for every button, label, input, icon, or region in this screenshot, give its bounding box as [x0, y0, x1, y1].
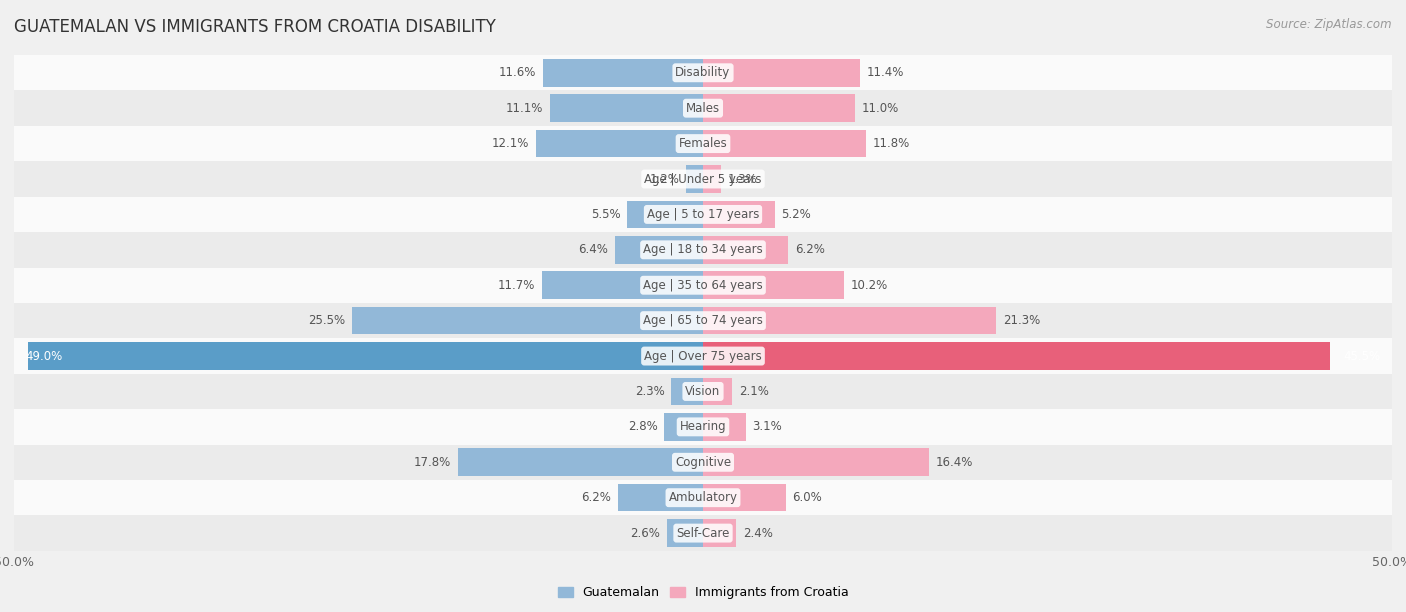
Text: Age | Over 75 years: Age | Over 75 years: [644, 349, 762, 362]
Bar: [703, 378, 733, 405]
Text: 21.3%: 21.3%: [1004, 314, 1040, 327]
Text: 6.2%: 6.2%: [796, 244, 825, 256]
Bar: [703, 94, 855, 122]
Bar: [28, 342, 703, 370]
Bar: [627, 201, 703, 228]
Bar: [703, 413, 745, 441]
Bar: [14, 409, 1392, 444]
Text: Age | 35 to 64 years: Age | 35 to 64 years: [643, 278, 763, 292]
Bar: [14, 91, 1392, 126]
Text: 1.3%: 1.3%: [728, 173, 758, 185]
Text: Age | 18 to 34 years: Age | 18 to 34 years: [643, 244, 763, 256]
Bar: [703, 449, 929, 476]
Bar: [703, 201, 775, 228]
Text: 2.8%: 2.8%: [628, 420, 658, 433]
Bar: [703, 484, 786, 512]
Bar: [14, 55, 1392, 91]
Bar: [14, 444, 1392, 480]
Text: 12.1%: 12.1%: [492, 137, 530, 150]
Bar: [703, 520, 737, 547]
Bar: [703, 236, 789, 264]
Bar: [671, 378, 703, 405]
Bar: [14, 267, 1392, 303]
Bar: [14, 162, 1392, 196]
Text: Cognitive: Cognitive: [675, 456, 731, 469]
Text: Source: ZipAtlas.com: Source: ZipAtlas.com: [1267, 18, 1392, 31]
Text: 6.2%: 6.2%: [581, 491, 610, 504]
Bar: [541, 272, 703, 299]
Text: 11.7%: 11.7%: [498, 278, 534, 292]
Text: 11.6%: 11.6%: [499, 66, 536, 80]
Text: 3.1%: 3.1%: [752, 420, 782, 433]
Text: 11.0%: 11.0%: [862, 102, 898, 114]
Text: Disability: Disability: [675, 66, 731, 80]
Bar: [536, 130, 703, 157]
Text: 11.1%: 11.1%: [506, 102, 543, 114]
Text: 2.4%: 2.4%: [742, 526, 773, 540]
Bar: [703, 130, 866, 157]
Bar: [703, 307, 997, 334]
Text: 5.2%: 5.2%: [782, 208, 811, 221]
Bar: [14, 374, 1392, 409]
Text: 2.1%: 2.1%: [738, 385, 769, 398]
Bar: [686, 165, 703, 193]
Bar: [617, 484, 703, 512]
Text: Age | Under 5 years: Age | Under 5 years: [644, 173, 762, 185]
Text: 6.0%: 6.0%: [793, 491, 823, 504]
Bar: [14, 126, 1392, 162]
Bar: [352, 307, 703, 334]
Text: Age | 65 to 74 years: Age | 65 to 74 years: [643, 314, 763, 327]
Bar: [14, 232, 1392, 267]
Text: Males: Males: [686, 102, 720, 114]
Text: 5.5%: 5.5%: [591, 208, 620, 221]
Bar: [703, 272, 844, 299]
Bar: [14, 303, 1392, 338]
Text: 25.5%: 25.5%: [308, 314, 344, 327]
Text: 10.2%: 10.2%: [851, 278, 887, 292]
Text: 17.8%: 17.8%: [413, 456, 451, 469]
Text: Ambulatory: Ambulatory: [668, 491, 738, 504]
Bar: [14, 196, 1392, 232]
Text: 11.4%: 11.4%: [868, 66, 904, 80]
Bar: [14, 515, 1392, 551]
Bar: [543, 59, 703, 86]
Text: 6.4%: 6.4%: [578, 244, 607, 256]
Bar: [14, 338, 1392, 374]
Bar: [668, 520, 703, 547]
Text: Females: Females: [679, 137, 727, 150]
Text: GUATEMALAN VS IMMIGRANTS FROM CROATIA DISABILITY: GUATEMALAN VS IMMIGRANTS FROM CROATIA DI…: [14, 18, 496, 36]
Text: 45.5%: 45.5%: [1344, 349, 1381, 362]
Text: 1.2%: 1.2%: [650, 173, 679, 185]
Bar: [665, 413, 703, 441]
Legend: Guatemalan, Immigrants from Croatia: Guatemalan, Immigrants from Croatia: [553, 581, 853, 604]
Bar: [458, 449, 703, 476]
Bar: [703, 165, 721, 193]
Bar: [14, 480, 1392, 515]
Bar: [703, 59, 860, 86]
Text: Hearing: Hearing: [679, 420, 727, 433]
Bar: [614, 236, 703, 264]
Bar: [550, 94, 703, 122]
Text: 49.0%: 49.0%: [25, 349, 62, 362]
Text: 11.8%: 11.8%: [873, 137, 910, 150]
Text: 16.4%: 16.4%: [936, 456, 973, 469]
Bar: [703, 342, 1330, 370]
Text: 2.6%: 2.6%: [630, 526, 661, 540]
Text: Vision: Vision: [685, 385, 721, 398]
Text: 2.3%: 2.3%: [634, 385, 665, 398]
Text: Age | 5 to 17 years: Age | 5 to 17 years: [647, 208, 759, 221]
Text: Self-Care: Self-Care: [676, 526, 730, 540]
